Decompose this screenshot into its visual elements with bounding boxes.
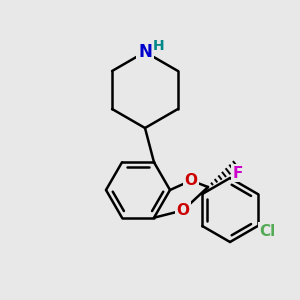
Text: Cl: Cl — [260, 224, 276, 238]
Text: H: H — [153, 39, 165, 53]
Text: N: N — [138, 43, 152, 61]
Text: O: O — [176, 203, 190, 218]
Text: F: F — [233, 166, 243, 181]
Text: O: O — [184, 173, 197, 188]
